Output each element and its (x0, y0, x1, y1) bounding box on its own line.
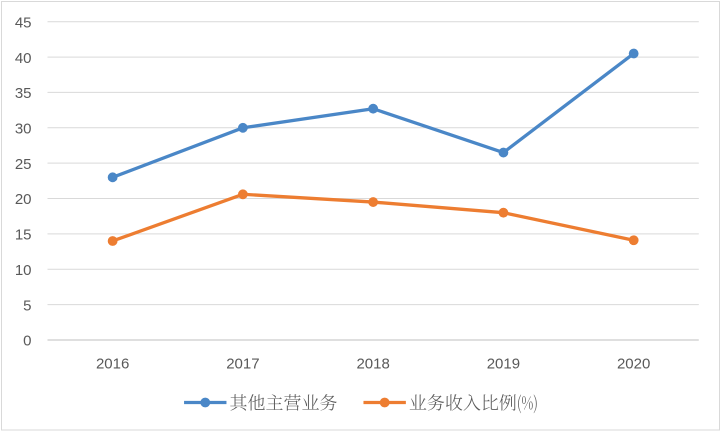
legend-item (184, 394, 337, 411)
data-point-marker (368, 103, 379, 114)
x-axis-tick-labels: 2016 2017 2018 2019 2020 (96, 356, 650, 373)
legend-label-glyph (248, 394, 265, 411)
series-1 (107, 189, 639, 246)
legend-label (409, 394, 537, 414)
y-tick-label: 0 (23, 333, 31, 350)
y-tick-label: 5 (23, 297, 31, 314)
gridlines (47, 21, 699, 341)
legend-label-glyph (446, 394, 463, 411)
data-point-marker (107, 236, 118, 246)
data-point-marker (498, 147, 509, 158)
legend-label-glyph (427, 394, 445, 411)
legend-label-glyph (463, 394, 481, 411)
legend-label-glyph (302, 394, 319, 410)
legend-marker (200, 397, 211, 408)
data-point-marker (628, 48, 639, 59)
x-tick-label: 2017 (226, 356, 259, 373)
legend-label-glyph (522, 396, 533, 410)
legend-label-glyph (284, 394, 301, 411)
legend-marker (379, 397, 390, 408)
legend-item (363, 394, 537, 414)
y-tick-label: 35 (15, 85, 32, 102)
y-tick-label: 40 (15, 50, 32, 67)
y-tick-label: 20 (15, 191, 32, 208)
x-tick-label: 2018 (356, 356, 389, 373)
legend-label-glyph (518, 394, 522, 414)
legend-label-glyph (499, 394, 516, 411)
y-tick-label: 10 (15, 262, 32, 279)
x-tick-label: 2016 (96, 356, 129, 373)
y-tick-label: 30 (15, 121, 32, 138)
y-axis-tick-labels: 0 5 10 15 20 25 30 35 40 45 (15, 14, 32, 349)
x-tick-label: 2020 (617, 356, 650, 373)
y-tick-label: 45 (15, 14, 32, 31)
data-point-marker (628, 235, 639, 246)
legend-label-glyph (409, 394, 427, 410)
data-point-marker (107, 172, 118, 183)
data-point-marker (237, 122, 248, 133)
y-tick-label: 25 (15, 156, 32, 173)
legend-label (230, 394, 337, 411)
legend-label-glyph (320, 394, 337, 411)
data-point-marker (237, 189, 248, 200)
legend-label-glyph (230, 394, 247, 411)
series-0 (107, 48, 639, 183)
legend-label-glyph (483, 394, 499, 411)
data-point-marker (498, 207, 509, 218)
y-tick-label: 15 (15, 227, 32, 244)
legend-label-glyph (266, 394, 283, 410)
legend-label-glyph (533, 394, 537, 414)
legend (184, 394, 537, 414)
x-tick-label: 2019 (487, 356, 520, 373)
data-point-marker (368, 197, 379, 207)
